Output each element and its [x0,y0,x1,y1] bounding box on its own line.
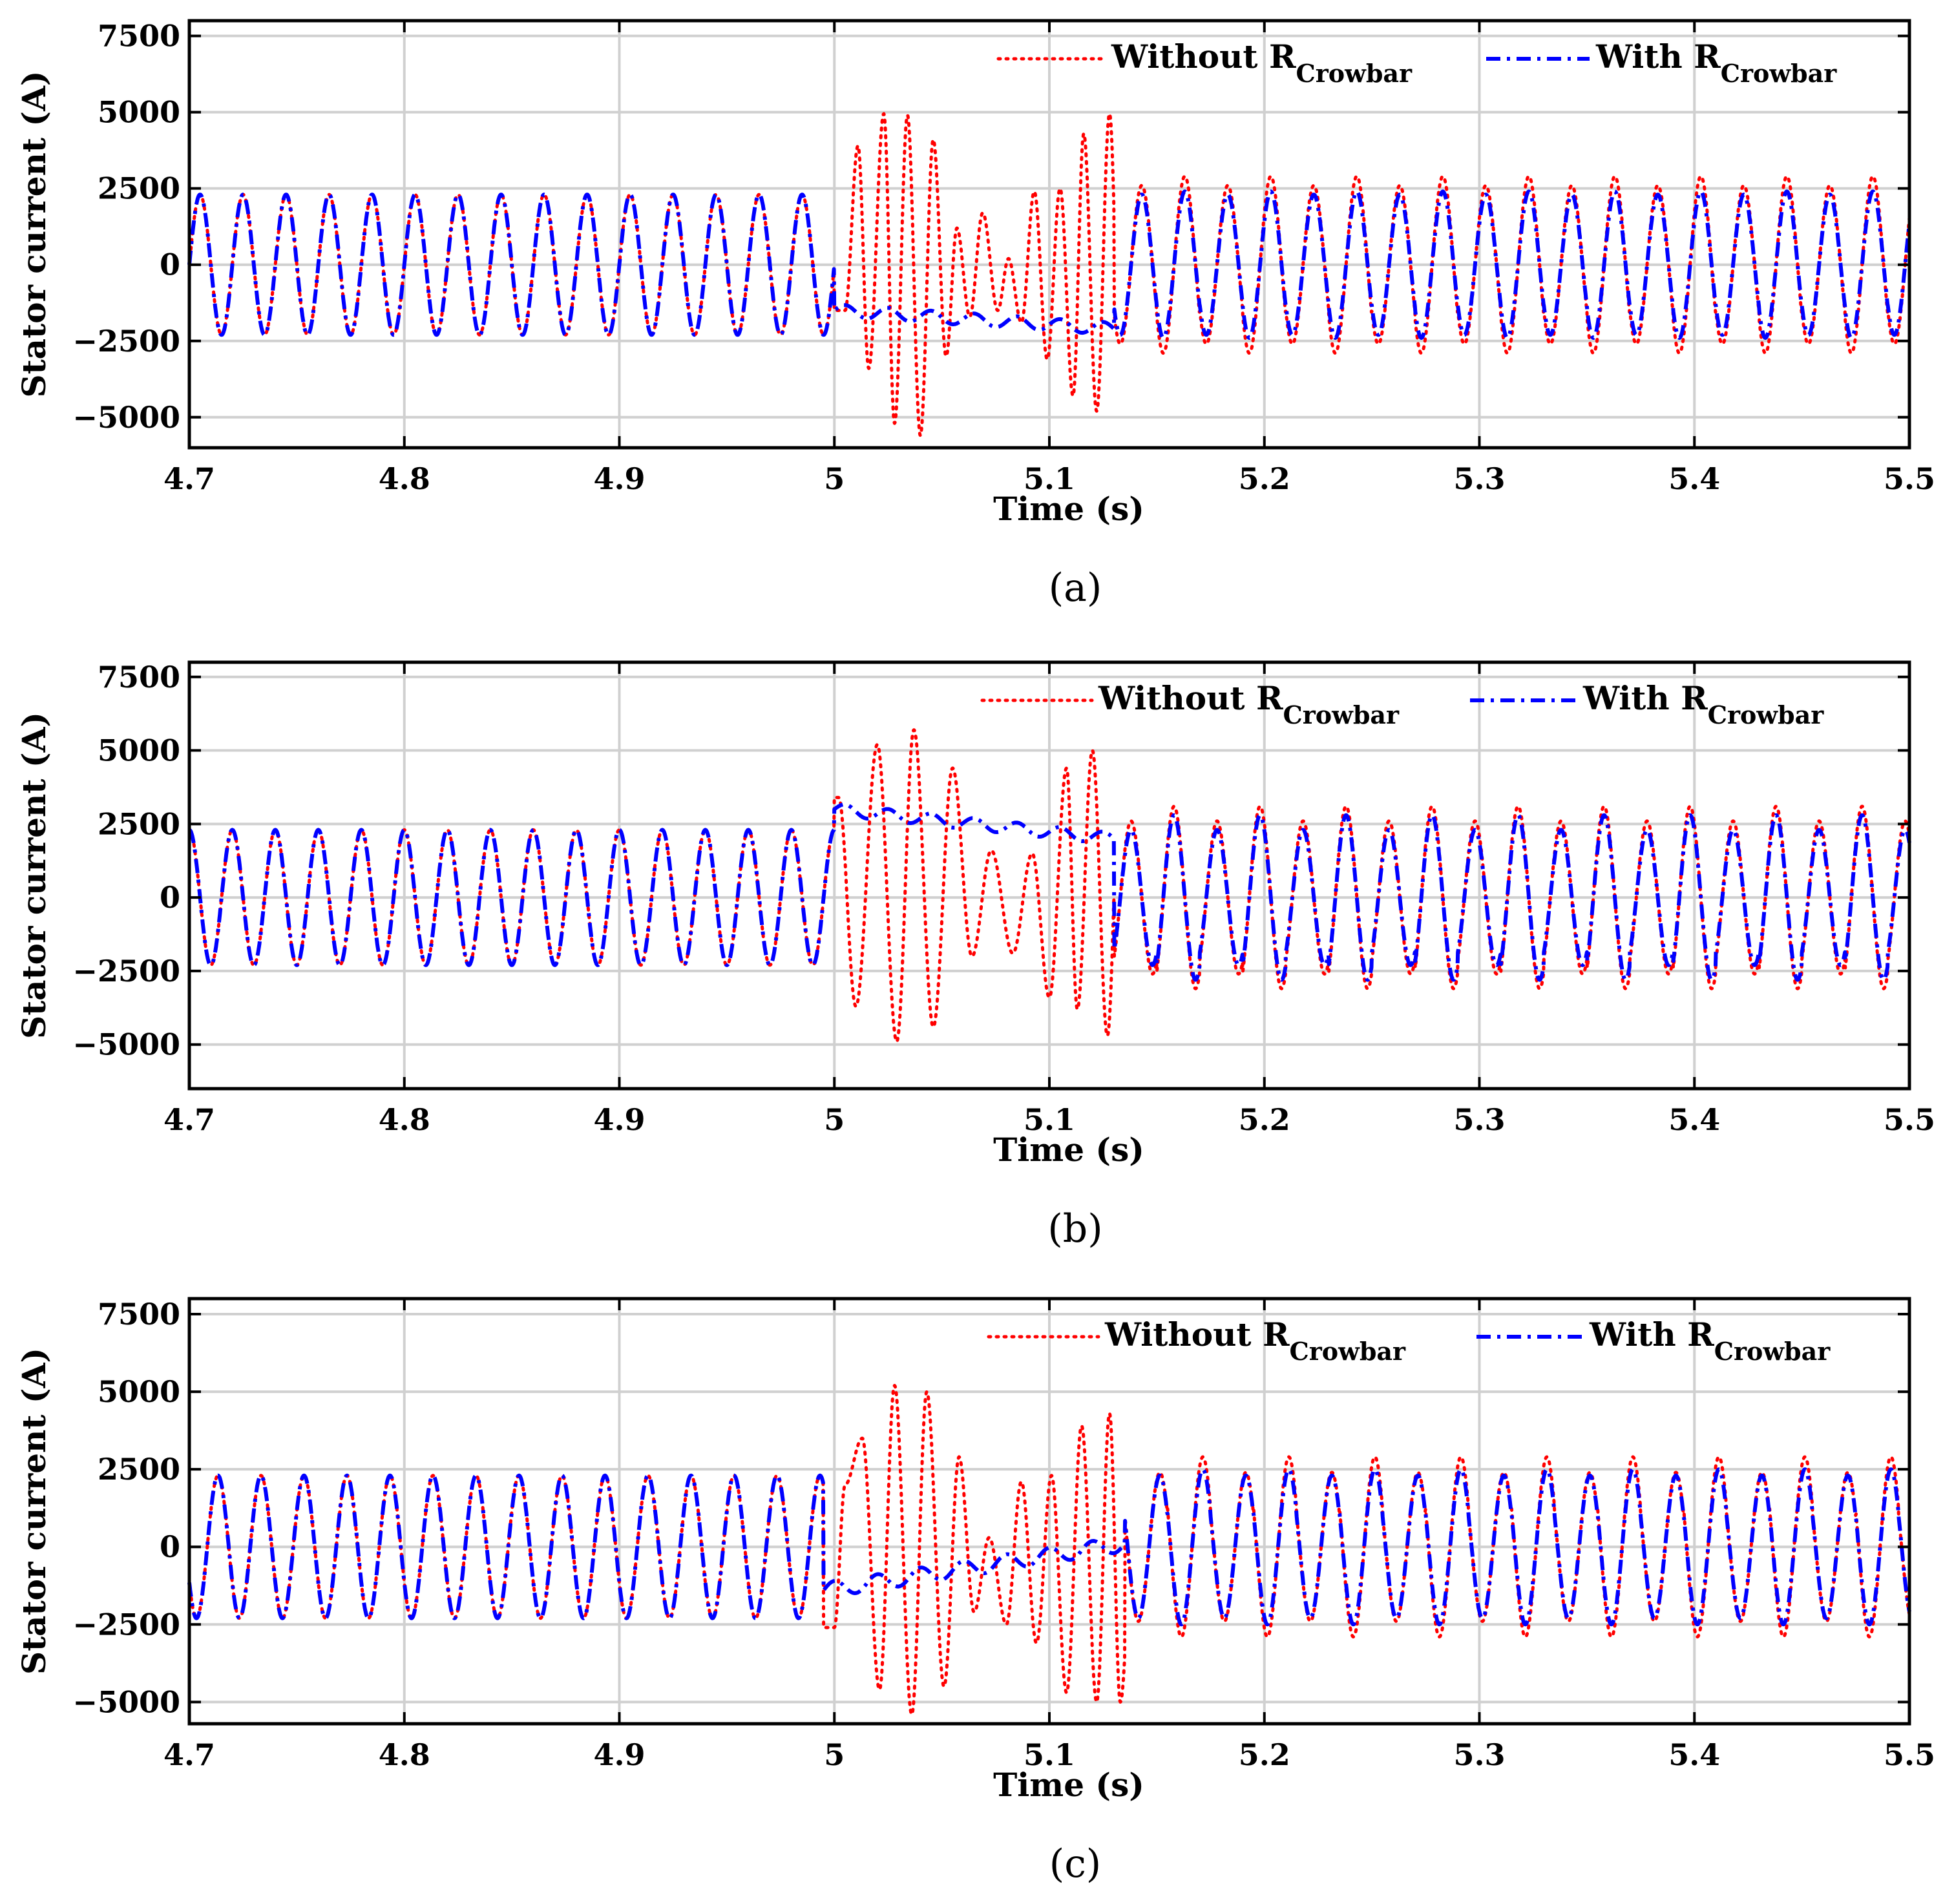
legend-subscript: Crowbar [1714,1337,1831,1366]
y-axis-label: Stator current (A) [15,712,53,1039]
legend-symbol: R [1269,37,1296,76]
legend-label: Without RCrowbar [1111,37,1413,88]
y-tick-label: −2500 [72,1607,180,1642]
legend-space [1245,679,1256,717]
x-tick-label: 5.1 [1024,1102,1075,1137]
legend-name: Without [1111,37,1258,76]
legend: Without RCrowbar With RCrowbar [987,1315,1831,1366]
legend-label: Without RCrowbar [1098,679,1400,729]
legend-space [1676,1315,1687,1354]
y-tick-label: −2500 [72,324,180,359]
y-tick-label: 5000 [98,733,180,768]
legend: Without RCrowbar With RCrowbar [980,679,1824,729]
x-tick-label: 4.7 [163,1737,215,1772]
legend-name: Without [1104,1315,1252,1354]
y-tick-label: −2500 [72,954,180,989]
x-tick-label: 5 [824,461,845,496]
panel-caption: (b) [1047,1206,1102,1251]
x-tick-label: 4.8 [379,1102,430,1137]
y-tick-label: 7500 [98,660,180,695]
x-tick-label: 4.7 [163,1102,215,1137]
x-tick-label: 5 [824,1737,845,1772]
series-line-with-crowbar [187,802,1911,982]
legend-label: Without RCrowbar [1104,1315,1406,1366]
y-tick-label: 5000 [98,1374,180,1409]
x-tick-label: 4.7 [163,461,215,496]
y-tick-label: 0 [160,247,180,282]
legend-symbol: R [1263,1315,1290,1354]
series-line-with-crowbar [187,189,1911,340]
x-axis-label: Time (s) [993,490,1144,528]
y-tick-label: −5000 [72,1684,180,1719]
chart-panel-b: 4.7 4.8 4.9 5 5.1 5.2 5.3 5.4 5.5 7500 5000 2500 0 −2… [15,660,1935,1251]
y-tick-label: 5000 [98,95,180,130]
x-tick-label: 5.4 [1668,1102,1720,1137]
x-tick-label: 5.4 [1668,461,1720,496]
legend-label: With RCrowbar [1582,679,1824,729]
y-tick-label: 2500 [98,806,180,841]
panel-caption: (a) [1049,565,1102,611]
x-tick-label: 5.2 [1239,1737,1290,1772]
legend-subscript: Crowbar [1721,59,1838,88]
x-tick-label: 4.8 [379,461,430,496]
x-axis-label: Time (s) [993,1131,1144,1169]
x-tick-label: 4.9 [593,1737,645,1772]
x-tick-label: 5.3 [1453,1737,1505,1772]
x-tick-label: 4.8 [379,1737,430,1772]
chart-panel-c: 4.7 4.8 4.9 5 5.1 5.2 5.3 5.4 5.5 7500 5000 2500 0 −2… [15,1297,1935,1887]
x-tick-label: 4.9 [593,461,645,496]
legend-space [1683,37,1694,76]
x-tick-label: 5.5 [1884,1737,1935,1772]
legend-label: With RCrowbar [1589,1315,1831,1366]
y-tick-label: 7500 [98,1297,180,1332]
legend-space [1258,37,1269,76]
panel-caption: (c) [1049,1841,1101,1887]
x-tick-label: 4.9 [593,1102,645,1137]
y-tick-label: −5000 [72,1027,180,1062]
x-axis-label: Time (s) [993,1766,1144,1804]
series-line-with-crowbar [187,1467,1911,1627]
x-tick-label: 5.1 [1024,1737,1075,1772]
legend-symbol: R [1694,37,1721,76]
legend-symbol: R [1681,679,1708,717]
y-tick-label: 0 [160,1529,180,1564]
x-tick-label: 5.3 [1453,461,1505,496]
x-tick-label: 5.2 [1239,1102,1290,1137]
y-axis-label: Stator current (A) [15,1348,53,1675]
legend-subscript: Crowbar [1296,59,1413,88]
legend-subscript: Crowbar [1290,1337,1407,1366]
x-tick-label: 5.1 [1024,461,1075,496]
legend-name: Without [1098,679,1245,717]
legend-label: With RCrowbar [1595,37,1837,88]
legend-space [1252,1315,1263,1354]
y-axis-label: Stator current (A) [15,70,53,397]
x-tick-label: 5.5 [1884,461,1935,496]
y-tick-label: 7500 [98,19,180,54]
y-tick-label: −5000 [72,400,180,435]
legend-subscript: Crowbar [1708,700,1825,729]
chart-panel-a: 4.7 4.8 4.9 5 5.1 5.2 5.3 5.4 5.5 7500 5000 2500 0 −2… [15,19,1935,611]
legend-name: With [1582,679,1670,717]
x-tick-label: 5.4 [1668,1737,1720,1772]
legend-name: With [1589,1315,1676,1354]
x-tick-label: 5 [824,1102,845,1137]
x-tick-label: 5.3 [1453,1102,1505,1137]
legend-space [1670,679,1681,717]
x-tick-label: 5.2 [1239,461,1290,496]
legend-subscript: Crowbar [1283,700,1400,729]
y-tick-label: 2500 [98,1452,180,1487]
y-tick-label: 2500 [98,171,180,206]
legend-symbol: R [1687,1315,1714,1354]
legend: Without RCrowbar With RCrowbar [996,37,1837,88]
y-tick-label: 0 [160,880,180,915]
legend-name: With [1595,37,1683,76]
legend-symbol: R [1256,679,1283,717]
x-tick-label: 5.5 [1884,1102,1935,1137]
